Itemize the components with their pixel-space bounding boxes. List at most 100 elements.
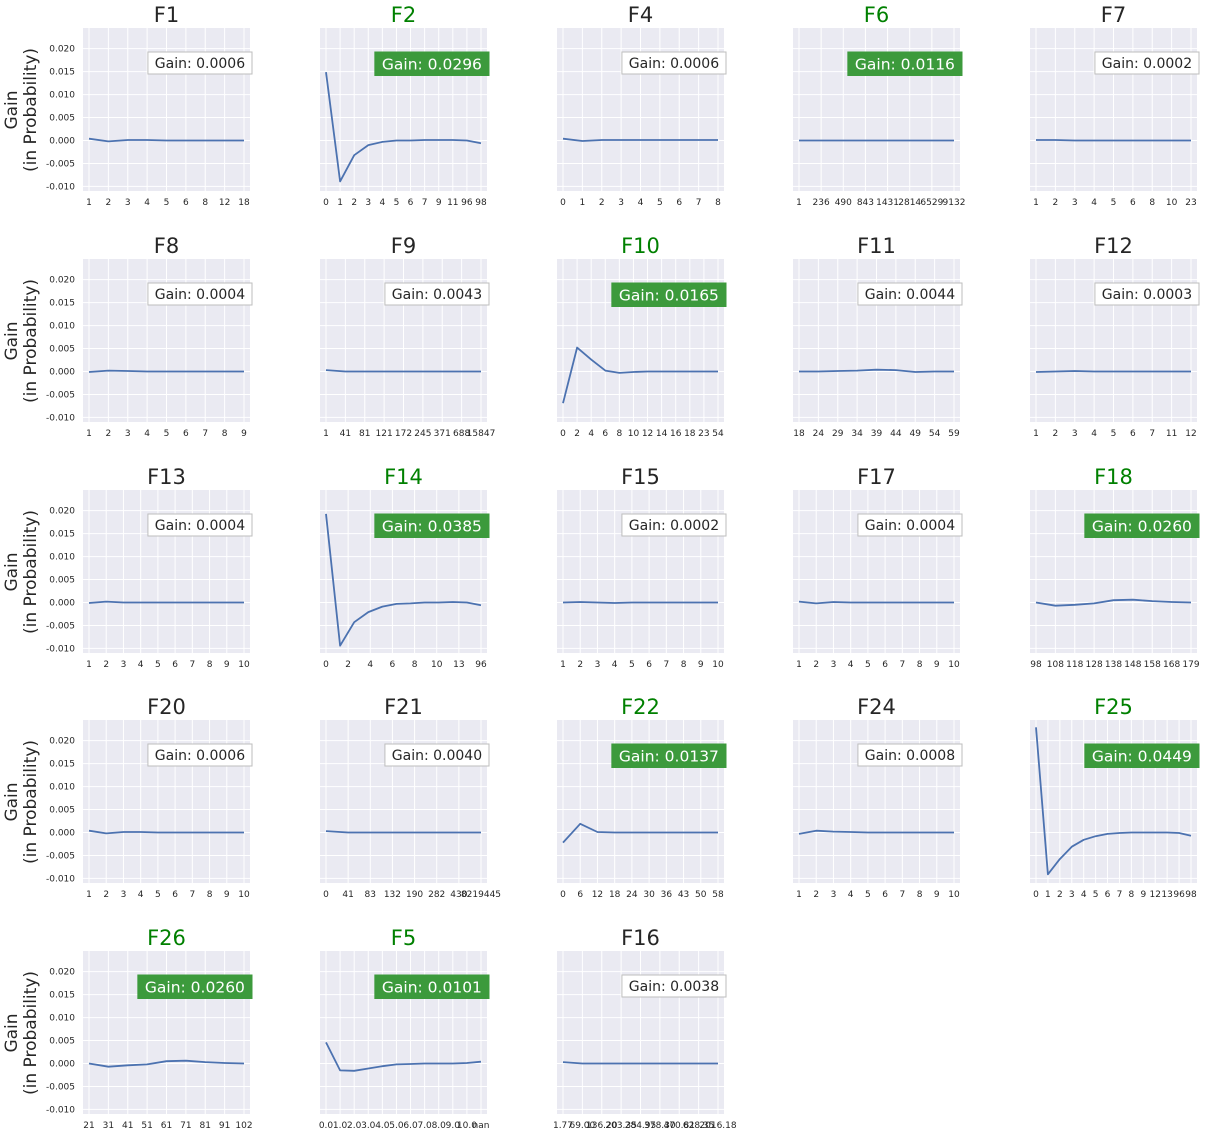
- gain-annotation-box: [384, 282, 490, 306]
- gain-annotation-box: [147, 51, 253, 75]
- x-tick-label: 83: [365, 890, 376, 900]
- gain-annotation-box: [147, 282, 253, 306]
- x-tick-label: 121: [376, 429, 393, 439]
- x-tick-label: 6: [676, 198, 682, 208]
- x-tick-label: 18: [684, 429, 696, 439]
- x-tick-label: 371: [434, 429, 451, 439]
- subplot-title: F10: [621, 234, 660, 258]
- x-tick-label: 1: [580, 198, 586, 208]
- x-tick-label: 6: [882, 660, 888, 670]
- y-tick-label: 0.015: [49, 530, 75, 540]
- x-tick-label: 10: [431, 660, 443, 670]
- x-tick-label: 9.0: [446, 1121, 461, 1131]
- x-tick-label: 3: [125, 429, 131, 439]
- subplot-title: F9: [391, 234, 416, 258]
- y-tick-label: -0.005: [46, 851, 75, 861]
- y-tick-label: 0.010: [49, 783, 75, 793]
- x-tick-label: 18: [238, 198, 250, 208]
- x-tick-label: 0: [1033, 890, 1039, 900]
- x-tick-label: 10: [628, 429, 640, 439]
- x-tick-label: 12: [592, 890, 603, 900]
- x-tick-label: 96: [461, 198, 473, 208]
- x-tick-label: 21: [83, 1121, 94, 1131]
- y-tick-label: -0.005: [46, 159, 75, 169]
- x-tick-label: 5: [657, 198, 663, 208]
- series-line: [562, 601, 718, 604]
- x-tick-label: 8219445: [461, 890, 501, 900]
- subplot-title: F15: [621, 465, 660, 489]
- y-tick-label: -0.010: [46, 182, 75, 192]
- subplot-title: F25: [1094, 695, 1133, 719]
- y-tick-label: 0.020: [49, 276, 75, 286]
- y-tick-label: 0.010: [49, 91, 75, 101]
- x-tick-label: 0: [323, 660, 329, 670]
- x-tick-label: 7: [899, 890, 905, 900]
- x-tick-label: 2: [103, 660, 109, 670]
- y-tick-label: -0.010: [46, 644, 75, 654]
- y-axis-label: Gain (in Probability): [2, 739, 41, 864]
- x-tick-label: 245: [414, 429, 431, 439]
- subplot-title: F5: [391, 926, 416, 950]
- x-tick-label: 14: [656, 429, 668, 439]
- x-tick-label: 4: [848, 890, 854, 900]
- subplot-title: F14: [384, 465, 423, 489]
- x-tick-label: 4: [612, 660, 618, 670]
- y-tick-label: 0.010: [49, 322, 75, 332]
- x-tick-label: 4.0: [375, 1121, 390, 1131]
- x-tick-label: 36: [661, 890, 673, 900]
- x-tick-label: 4: [1091, 198, 1097, 208]
- x-tick-label: 6: [172, 890, 178, 900]
- x-tick-label: 1: [560, 660, 566, 670]
- x-tick-label: 2: [106, 429, 112, 439]
- x-tick-label: 39: [871, 429, 883, 439]
- series-line: [88, 1059, 245, 1068]
- x-tick-label: 96: [1173, 890, 1185, 900]
- x-tick-label: 236: [813, 198, 830, 208]
- x-tick-label: 8: [222, 429, 228, 439]
- gain-annotation-text: Gain: 0.0296: [382, 55, 482, 73]
- gain-annotation-text: Gain: 0.0044: [865, 287, 955, 303]
- x-tick-label: 5.0: [389, 1121, 404, 1131]
- x-tick-label: 1: [1033, 429, 1039, 439]
- x-tick-label: 3: [1069, 890, 1075, 900]
- x-tick-label: 9: [934, 660, 940, 670]
- gain-annotation-text: Gain: 0.0006: [629, 56, 719, 72]
- x-tick-label: 71: [180, 1121, 191, 1131]
- series-line: [799, 368, 954, 373]
- x-tick-label: 1: [796, 890, 802, 900]
- x-tick-label: 91: [219, 1121, 230, 1131]
- x-tick-label: 4: [138, 660, 144, 670]
- subplot-title: F8: [154, 234, 179, 258]
- x-tick-label: 18: [793, 429, 805, 439]
- subplot-f6: 1 236 490 843 1431 2814 6529 9132 F6 Gain: 0.0116: [793, 3, 965, 208]
- x-tick-label: 148: [1124, 660, 1141, 670]
- subplot-title: F17: [857, 465, 896, 489]
- x-tick-label: 9: [934, 890, 940, 900]
- x-tick-label: 6: [172, 660, 178, 670]
- x-tick-label: 6.0: [403, 1121, 418, 1131]
- gain-annotation-box: [384, 743, 490, 767]
- x-tick-label: 9: [436, 198, 442, 208]
- subplot-title: F21: [384, 695, 423, 719]
- x-tick-label: 378.30: [644, 1121, 676, 1131]
- gain-annotation-box: [611, 743, 727, 768]
- subplot-f1: 1 2 3 4 5 6 8 12 18-0.010-0.0050.0000.0050.0100.…: [46, 3, 253, 208]
- x-tick-label: 470.81: [664, 1121, 696, 1131]
- x-tick-label: 158: [1144, 660, 1161, 670]
- y-tick-label: 0.005: [49, 1037, 75, 1047]
- gain-annotation-box: [621, 974, 727, 998]
- gain-annotation-box: [857, 282, 963, 306]
- x-tick-label: 2814: [898, 198, 921, 208]
- x-tick-label: 2: [813, 660, 819, 670]
- gain-annotation-box: [374, 51, 490, 76]
- x-tick-label: 138: [1105, 660, 1122, 670]
- y-tick-label: -0.005: [46, 390, 75, 400]
- x-tick-label: 5: [1093, 890, 1099, 900]
- gain-annotation-text: Gain: 0.0002: [629, 518, 719, 534]
- series-line: [88, 829, 244, 835]
- x-tick-label: 6: [1130, 198, 1136, 208]
- y-tick-label: 0.020: [49, 507, 75, 517]
- gain-annotation-text: Gain: 0.0004: [155, 287, 245, 303]
- gain-annotation-text: Gain: 0.0003: [1102, 287, 1192, 303]
